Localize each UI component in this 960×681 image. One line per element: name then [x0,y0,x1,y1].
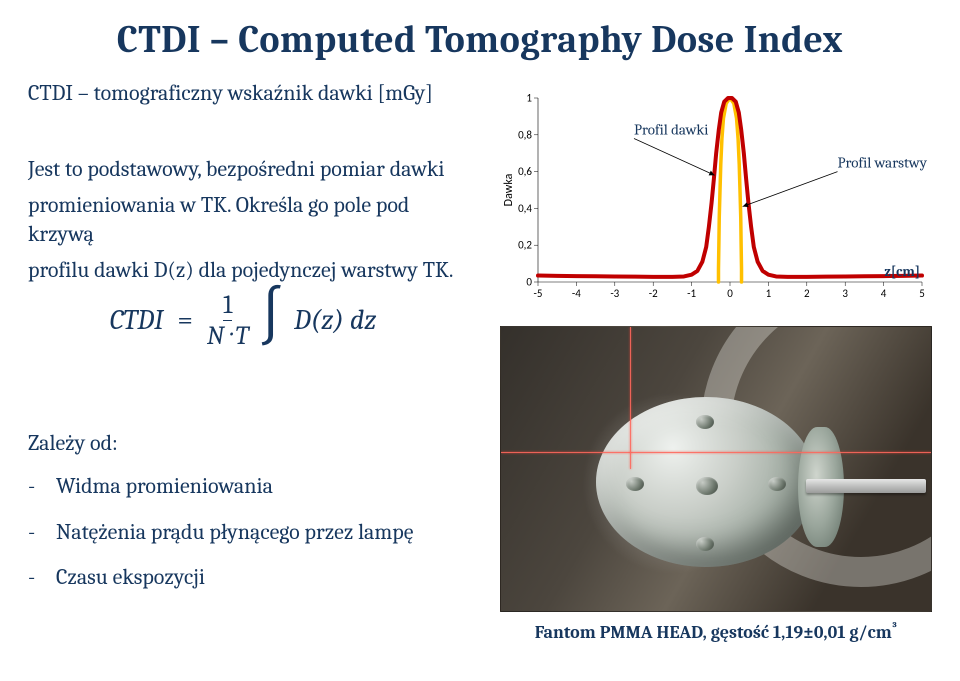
svg-text:-1: -1 [687,287,696,300]
bullet-3: Czasu ekspozycji [28,563,458,593]
para-line-2: promieniowania w TK. Określa go pole pod… [28,191,458,250]
bullet-1: Widma promieniowania [28,472,458,502]
svg-text:Profil warstwy: Profil warstwy [838,154,928,172]
page-title: CTDI – Computed Tomography Dose Index [28,18,932,62]
formula-denominator: N · T [207,321,249,349]
svg-text:0: 0 [727,287,733,300]
dose-profile-chart: 0 0,2 0,4 0,6 0,8 1 -5 -4 -3 -2 -1 0 1 2 3 4 5 Dawka Profi… [500,92,932,304]
formula-fraction: 1 N · T [207,292,249,349]
para-line-3: profilu dawki D(z) dla pojedynczej warst… [28,256,458,286]
svg-text:Dawka: Dawka [502,173,516,206]
svg-text:0,6: 0,6 [518,165,532,178]
svg-text:2: 2 [804,287,810,300]
integral-sign: ∫ [259,298,285,334]
formula-integrand: D(z) dz [294,304,376,336]
list-lead: Zależy od: [28,430,458,456]
svg-text:5: 5 [919,287,925,300]
ctdi-formula: CTDI = 1 N · T ∫ D(z) dz [28,292,458,349]
formula-numerator: 1 [223,292,232,321]
caption-text: Fantom PMMA HEAD, gęstość 1,19±0,01 g/cm… [535,622,898,643]
bullet-2: Natężenia prądu płynącego przez lampę [28,518,458,548]
formula-lhs: CTDI [110,304,164,336]
svg-text:0: 0 [526,276,532,289]
body-paragraph-block: Jest to podstawowy, bezpośredni pomiar d… [28,155,458,349]
svg-text:1: 1 [526,92,532,105]
svg-text:-5: -5 [534,287,543,300]
svg-text:Profil dawki: Profil dawki [634,120,708,138]
svg-text:4: 4 [881,287,887,300]
svg-text:z[cm]: z[cm] [884,263,920,280]
svg-text:0,2: 0,2 [518,239,532,252]
svg-text:-4: -4 [572,287,581,300]
equals-sign: = [173,304,197,336]
para-line-1: Jest to podstawowy, bezpośredni pomiar d… [28,155,458,185]
depends-on-block: Zależy od: Widma promieniowania Natężeni… [28,430,458,609]
svg-text:-3: -3 [610,287,619,300]
photo-caption: Fantom PMMA HEAD, gęstość 1,19±0,01 g/cm… [500,622,932,643]
svg-text:1: 1 [766,287,772,300]
svg-text:-2: -2 [649,287,658,300]
phantom-photo [500,326,932,612]
svg-text:3: 3 [842,287,848,300]
svg-text:0,8: 0,8 [518,128,532,141]
svg-text:0,4: 0,4 [518,202,532,215]
